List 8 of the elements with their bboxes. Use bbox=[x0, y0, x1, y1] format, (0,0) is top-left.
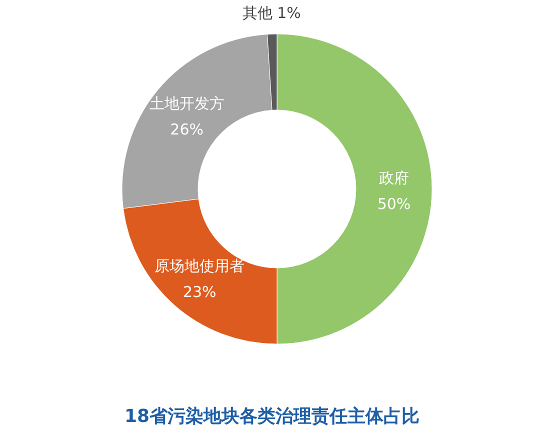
slice-label: 政府 bbox=[379, 169, 409, 187]
data-label: 23% bbox=[182, 282, 216, 301]
text: 18省污染地块各类治理责任主体占比 bbox=[124, 406, 420, 427]
slice-label: 土地开发方 bbox=[149, 94, 224, 112]
data-label: 50% bbox=[377, 195, 411, 213]
slice-label: 原场地使用者 bbox=[154, 256, 245, 275]
data-label: 26% bbox=[170, 120, 204, 138]
slice-label: 其他 1% bbox=[242, 4, 301, 22]
